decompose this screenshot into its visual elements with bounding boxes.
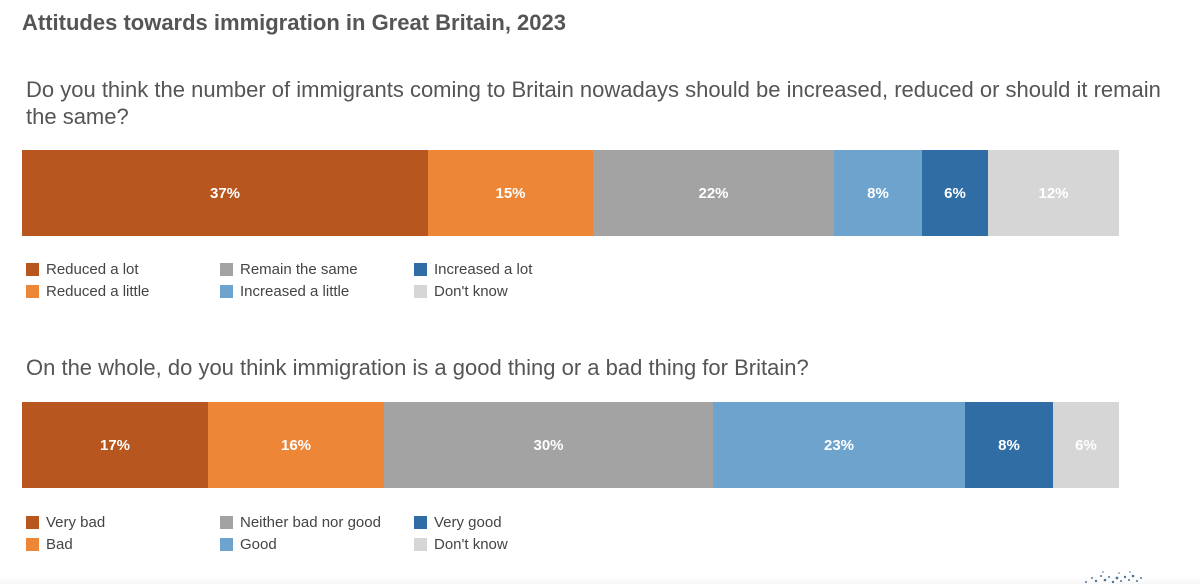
- legend-swatch: [414, 285, 427, 298]
- legend-item-neither-bad-nor-good: Neither bad nor good: [220, 514, 414, 531]
- legend-item-very-bad: Very bad: [26, 514, 220, 531]
- bottom-edge: [0, 576, 1200, 584]
- legend-swatch: [26, 538, 39, 551]
- legend-label: Don't know: [434, 536, 508, 553]
- bar-segment-bad: 16%: [208, 402, 384, 488]
- data-label-don-t-know: 12%: [1038, 184, 1069, 202]
- legend-label: Good: [240, 536, 277, 553]
- legend-label: Bad: [46, 536, 73, 553]
- logo-dots-icon: [1085, 571, 1142, 584]
- stacked-bar-2: 17% 16% 30% 23% 8% 6%: [22, 402, 1119, 488]
- legend-swatch: [26, 285, 39, 298]
- legend-label: Reduced a lot: [46, 261, 139, 278]
- bar-segment-don-t-know: 6%: [1053, 402, 1119, 488]
- data-label-very-bad: 17%: [99, 436, 131, 454]
- legend-label: Very bad: [46, 514, 106, 531]
- data-label-remain-the-same: 22%: [698, 184, 729, 202]
- legend-swatch: [414, 538, 427, 551]
- legend-item-don-t-know: Don't know: [414, 536, 608, 553]
- chart-title: Attitudes towards immigration in Great B…: [22, 10, 566, 35]
- legend-swatch: [220, 263, 233, 276]
- legend-item-bad: Bad: [26, 536, 220, 553]
- legend-swatch: [414, 516, 427, 529]
- legend-item-increased-a-lot: Increased a lot: [414, 261, 608, 278]
- legend-item-very-good: Very good: [414, 514, 608, 531]
- legend-item-don-t-know: Don't know: [414, 283, 608, 300]
- legend-swatch: [414, 263, 427, 276]
- legend-label: Don't know: [434, 283, 508, 300]
- question-2-text: On the whole, do you think immigration i…: [26, 355, 809, 380]
- question-1-text: Do you think the number of immigrants co…: [26, 77, 1161, 129]
- legend-swatch: [26, 516, 39, 529]
- legend-label: Increased a lot: [434, 261, 533, 278]
- bar-segment-very-bad: 17%: [22, 402, 208, 488]
- stacked-bar-1: 37% 15% 22% 8% 6% 12%: [22, 150, 1119, 236]
- data-label-neither-bad-nor-good: 30%: [533, 436, 564, 454]
- legend-label: Neither bad nor good: [240, 514, 381, 531]
- bar-segment-neither-bad-nor-good: 30%: [384, 402, 713, 488]
- bar-segment-increased-a-lot: 6%: [922, 150, 988, 236]
- bar-segment-good: 23%: [713, 402, 965, 488]
- legend-item-remain-the-same: Remain the same: [220, 261, 414, 278]
- legend-swatch: [220, 516, 233, 529]
- bar-segment-very-good: 8%: [965, 402, 1053, 488]
- data-label-reduced-a-lot: 37%: [209, 184, 241, 202]
- data-label-very-good: 8%: [998, 436, 1020, 454]
- data-label-reduced-a-little: 15%: [495, 184, 526, 202]
- legend-swatch: [220, 538, 233, 551]
- legend-item-good: Good: [220, 536, 414, 553]
- bar-segment-don-t-know: 12%: [988, 150, 1119, 236]
- data-label-bad: 16%: [280, 436, 312, 454]
- bar-segment-remain-the-same: 22%: [593, 150, 834, 236]
- legend-label: Reduced a little: [46, 283, 150, 300]
- bar-segment-reduced-a-little: 15%: [428, 150, 593, 236]
- legend-item-increased-a-little: Increased a little: [220, 283, 414, 300]
- legend-swatch: [220, 285, 233, 298]
- bar-segment-increased-a-little: 8%: [834, 150, 922, 236]
- legend-swatch: [26, 263, 39, 276]
- data-label-good: 23%: [823, 436, 855, 454]
- bar-segment-reduced-a-lot: 37%: [22, 150, 428, 236]
- legend-label: Remain the same: [240, 261, 358, 278]
- data-label-increased-a-little: 8%: [867, 184, 889, 202]
- legend-item-reduced-a-lot: Reduced a lot: [26, 261, 220, 278]
- data-label-don-t-know: 6%: [1075, 436, 1097, 454]
- legend-1: Reduced a lot Remain the same Increased a …: [26, 261, 608, 300]
- legend-label: Very good: [434, 514, 502, 531]
- legend-item-reduced-a-little: Reduced a little: [26, 283, 220, 300]
- legend-label: Increased a little: [240, 283, 350, 300]
- data-label-increased-a-lot: 6%: [944, 184, 966, 202]
- legend-2: Very bad Neither bad nor good Very good Bad…: [26, 514, 608, 553]
